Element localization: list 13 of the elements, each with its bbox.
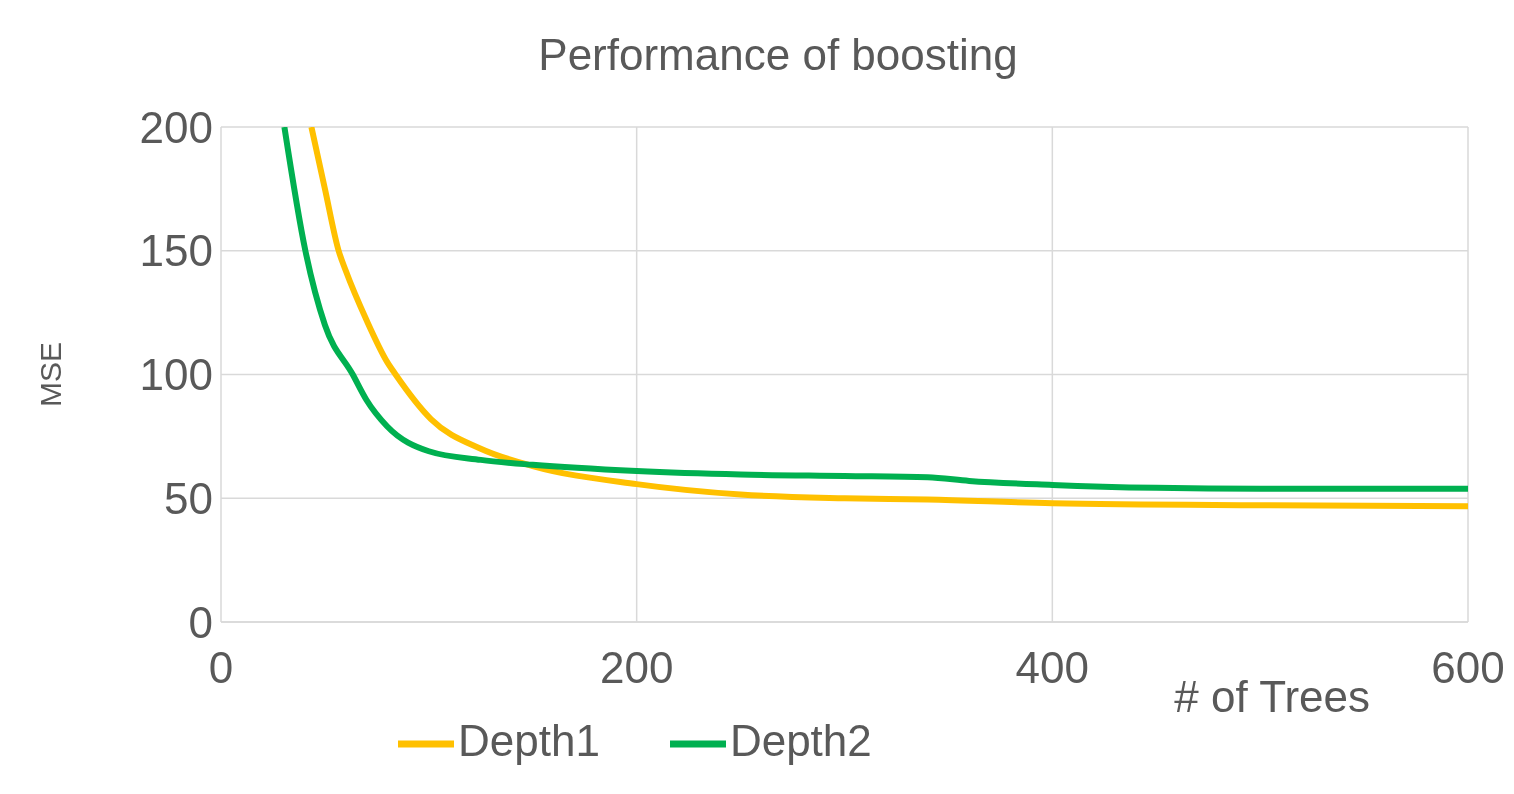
chart-title: Performance of boosting xyxy=(537,30,1019,80)
x-tick-label: 400 xyxy=(1015,643,1090,693)
y-tick-label: 50 xyxy=(164,473,213,523)
y-tick-label: 100 xyxy=(139,350,213,400)
y-axis-title: MSE xyxy=(33,341,67,408)
x-tick-label: 600 xyxy=(1431,643,1505,693)
legend-label: Depth2 xyxy=(729,715,872,765)
y-tick-label: 0 xyxy=(188,597,213,647)
x-tick-label: 200 xyxy=(599,643,674,693)
legend-label: Depth1 xyxy=(458,715,600,765)
y-tick-label: 150 xyxy=(139,226,213,276)
x-axis-title: # of Trees xyxy=(1174,672,1370,721)
y-tick-label: 200 xyxy=(139,102,213,152)
